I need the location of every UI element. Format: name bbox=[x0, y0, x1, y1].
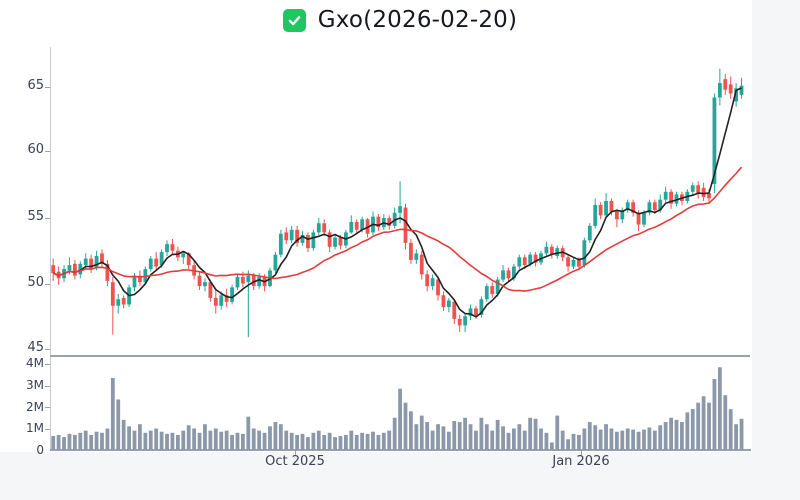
price-tick-label: 60 bbox=[27, 142, 44, 157]
price-tick-label: 55 bbox=[27, 209, 44, 224]
y-axis-tick bbox=[45, 218, 50, 219]
page-bottom-margin bbox=[0, 452, 800, 500]
y-axis-tick bbox=[45, 349, 50, 350]
checked-checkbox-icon[interactable] bbox=[282, 8, 306, 32]
y-axis-tick bbox=[45, 284, 50, 285]
page-right-margin bbox=[752, 0, 800, 500]
volume-panel bbox=[51, 367, 744, 450]
volume-tick-label: 2M bbox=[26, 400, 44, 414]
long-moving-average bbox=[52, 166, 743, 292]
page-title: Gxo(2026-02-20) bbox=[317, 7, 518, 33]
y-axis-tick bbox=[45, 87, 50, 88]
price-tick-label: 45 bbox=[27, 340, 44, 355]
y-axis-line bbox=[50, 47, 51, 450]
x-tick-label-oct-2025: Oct 2025 bbox=[265, 454, 325, 469]
x-axis-tick bbox=[581, 451, 582, 455]
chart-title-row: Gxo(2026-02-20) bbox=[0, 7, 800, 33]
volume-tick-label: 0 bbox=[36, 443, 44, 457]
price-tick-label: 50 bbox=[27, 275, 44, 290]
y-axis-tick bbox=[45, 151, 50, 152]
volume-axis-tick bbox=[45, 386, 50, 387]
volume-tick-label: 3M bbox=[26, 378, 44, 392]
price-tick-label: 65 bbox=[27, 78, 44, 93]
checkmark-icon bbox=[288, 15, 301, 25]
volume-axis-tick bbox=[45, 429, 50, 430]
volume-axis-tick bbox=[45, 364, 50, 365]
x-axis-tick bbox=[295, 451, 296, 455]
x-tick-label-jan-2026: Jan 2026 bbox=[552, 454, 610, 469]
candlestick-price-panel bbox=[51, 68, 744, 338]
volume-tick-label: 4M bbox=[26, 356, 44, 370]
short-moving-average bbox=[52, 87, 742, 318]
x-axis-line bbox=[50, 449, 751, 451]
volume-axis-tick bbox=[45, 407, 50, 408]
volume-tick-label: 1M bbox=[26, 421, 44, 435]
panel-divider-line bbox=[50, 355, 750, 357]
